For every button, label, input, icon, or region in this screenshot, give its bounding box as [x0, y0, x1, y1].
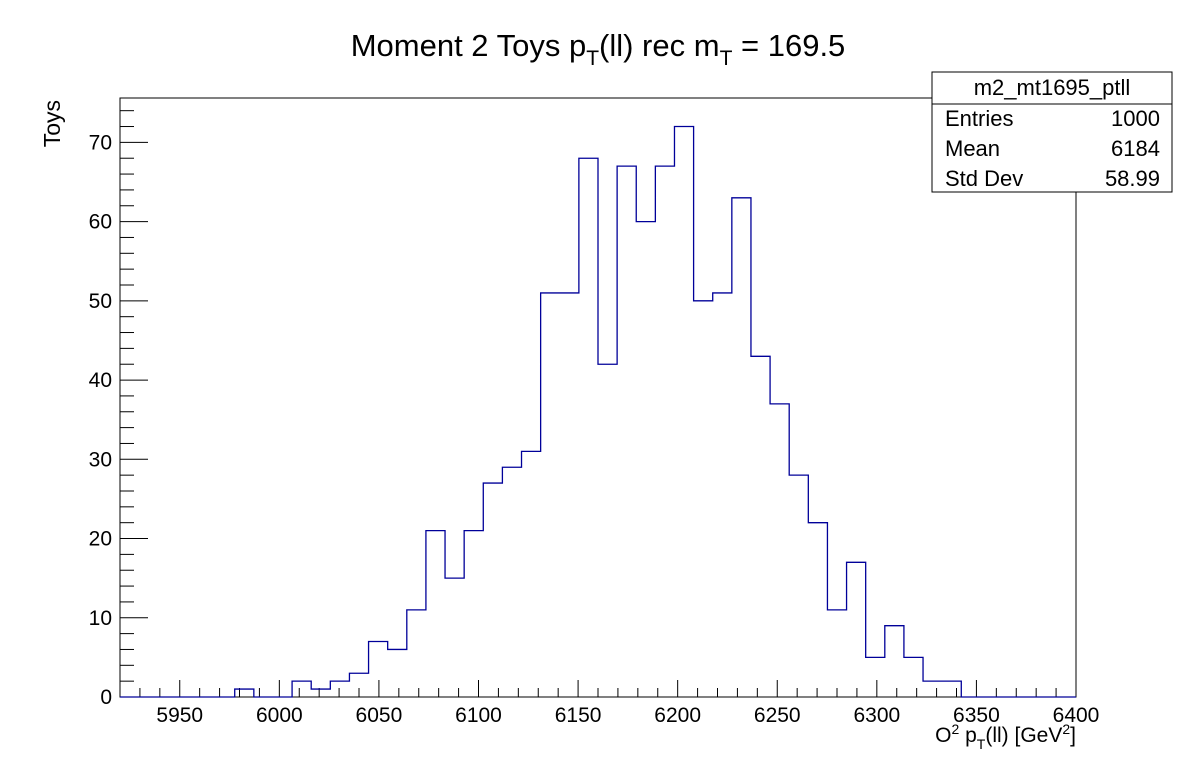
y-tick-label: 20: [89, 528, 112, 551]
histogram-line: [120, 125, 1076, 698]
x-tick-label: 6100: [455, 704, 502, 727]
x-tick-label: 6000: [256, 704, 303, 727]
stats-mean-value: 6184: [1111, 136, 1160, 161]
x-tick-label: 5950: [156, 704, 203, 727]
y-axis-label: Toys: [39, 100, 65, 147]
y-axis: 0 10 20 30 40 50 60 70: [89, 110, 148, 709]
y-tick-label: 30: [89, 448, 112, 471]
y-tick-label: 0: [100, 686, 112, 709]
x-tick-label: 6300: [853, 704, 900, 727]
x-axis-label: O2 pT(ll) [GeV2]: [935, 721, 1076, 752]
x-tick-label: 6400: [1053, 704, 1100, 727]
x-tick-label: 6350: [953, 704, 1000, 727]
stats-box: m2_mt1695_ptll Entries 1000 Mean 6184 St…: [931, 71, 1173, 193]
x-tick-label: 6250: [754, 704, 801, 727]
y-tick-label: 50: [89, 290, 112, 313]
stats-box-title: m2_mt1695_ptll: [974, 75, 1131, 100]
stats-entries-label: Entries: [945, 106, 1013, 131]
y-tick-label: 10: [89, 607, 112, 630]
x-axis: 5950 6000 6050 6100 6150 6200 6250 6300 6350 6400: [119, 680, 1100, 727]
x-tick-label: 6050: [356, 704, 403, 727]
y-tick-label: 60: [89, 211, 112, 234]
stats-stddev-value: 58.99: [1105, 166, 1160, 191]
y-tick-label: 40: [89, 369, 112, 392]
stats-entries-value: 1000: [1111, 106, 1160, 131]
x-tick-label: 6200: [654, 704, 701, 727]
chart-title: Moment 2 Toys pT(ll) rec mT = 169.5: [351, 28, 846, 70]
y-tick-label: 70: [89, 131, 112, 154]
stats-mean-label: Mean: [945, 136, 1000, 161]
stats-stddev-label: Std Dev: [945, 166, 1023, 191]
x-tick-label: 6150: [555, 704, 602, 727]
